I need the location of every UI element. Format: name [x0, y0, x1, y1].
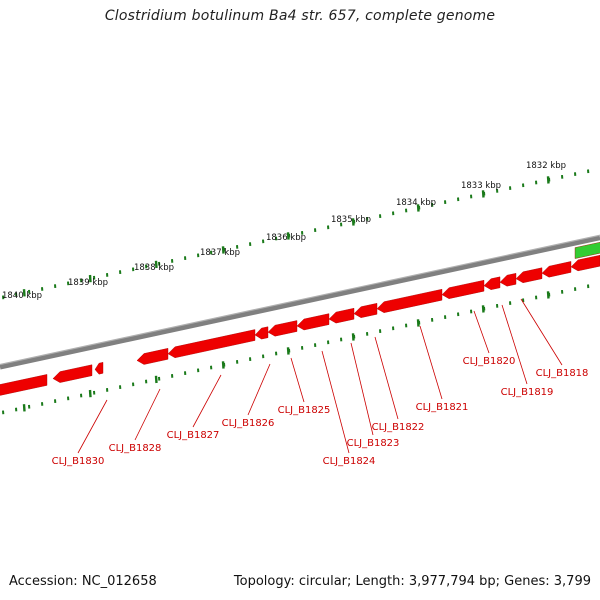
outer-major-tick [221, 246, 225, 254]
outer-major-tick [154, 260, 158, 269]
gene-arrow-reverse [296, 313, 330, 331]
inner-major-tick [286, 347, 290, 355]
gene-leader-line [77, 399, 108, 454]
gene-label: CLJ_B1821 [416, 402, 469, 413]
gene-arrow-reverse [0, 374, 48, 396]
gene-arrow-reverse [541, 261, 572, 278]
inner-major-tick [546, 291, 550, 299]
gene-label: CLJ_B1827 [167, 430, 220, 441]
gene-label: CLJ_B1823 [347, 438, 400, 449]
gene-leader-line [290, 357, 305, 403]
gene-arrow-reverse [136, 348, 169, 365]
gene-label-leaders [77, 298, 563, 454]
genome-backbone [0, 234, 600, 370]
inner-major-tick [416, 319, 420, 327]
backbone-line [0, 235, 600, 370]
map-title: Clostridium botulinum Ba4 str. 657, comp… [104, 8, 496, 24]
gene-arrow-reverse [483, 276, 501, 290]
gene-leader-line [350, 342, 374, 436]
inner-major-tick [22, 404, 26, 412]
outer-major-tick [351, 218, 355, 226]
gene-arrow-reverse [499, 273, 517, 287]
gene-arrow-reverse [570, 254, 600, 272]
outer-major-tick [481, 190, 485, 198]
gene-arrow-reverse [267, 320, 298, 337]
inner-tick-ring [2, 284, 590, 415]
gene-leader-line [520, 298, 563, 366]
gene-track [0, 242, 600, 396]
gene-label: CLJ_B1825 [278, 405, 331, 416]
kbp-tick-label: 1835 kbp [331, 215, 371, 225]
gene-label: CLJ_B1828 [109, 443, 162, 454]
kbp-tick-label: 1839 kbp [68, 278, 108, 288]
gene-leader-line [501, 304, 528, 385]
inner-major-tick [221, 361, 225, 369]
gene-leader-line [374, 336, 399, 420]
kbp-tick-label: 1832 kbp [526, 161, 566, 171]
gene-arrow-reverse [52, 364, 93, 383]
outer-major-tick [546, 176, 550, 184]
kbp-tick-label: 1834 kbp [396, 198, 436, 208]
gene-arrow-reverse [94, 362, 104, 375]
gene-arrow-reverse [515, 267, 543, 284]
gene-arrow-forward [574, 242, 600, 259]
outer-major-tick [88, 274, 92, 283]
gene-arrow-reverse [254, 326, 269, 340]
kbp-tick-label: 1840 kbp [2, 291, 42, 301]
outer-major-tick [22, 289, 26, 297]
gene-arrow-reverse [353, 303, 378, 318]
gene-leader-line [321, 350, 350, 454]
gene-label: CLJ_B1830 [52, 456, 105, 467]
gene-arrow-reverse [328, 307, 355, 324]
inner-major-tick [154, 375, 158, 384]
gene-label: CLJ_B1822 [372, 422, 425, 433]
backbone-highlight [0, 234, 600, 366]
outer-tick-ring [2, 169, 590, 300]
gene-label: CLJ_B1819 [501, 387, 554, 398]
gene-label-group: CLJ_B1818 CLJ_B1819 CLJ_B1820 CLJ_B1821 CLJ_… [52, 356, 589, 467]
inner-major-tick [351, 333, 355, 341]
inner-major-tick [88, 389, 92, 398]
outer-major-tick [416, 204, 420, 212]
genome-summary-text: Topology: circular; Length: 3,977,794 bp… [233, 574, 591, 589]
gene-label: CLJ_B1818 [536, 368, 589, 379]
gene-label: CLJ_B1820 [463, 356, 516, 367]
outer-major-tick [286, 232, 290, 240]
inner-major-tick [481, 305, 485, 313]
gene-arrow-reverse [376, 288, 443, 313]
gene-arrow-reverse [441, 279, 485, 299]
gene-leader-line [419, 325, 443, 400]
gene-label: CLJ_B1824 [323, 456, 376, 467]
kbp-tick-label: 1838 kbp [134, 263, 174, 273]
gene-leader-line [247, 363, 271, 416]
gene-leader-line [192, 374, 222, 428]
gene-label: CLJ_B1826 [222, 418, 275, 429]
kbp-tick-label: 1837 kbp [200, 248, 240, 258]
kbp-label-group: 1832 kbp 1833 kbp 1834 kbp 1835 kbp 1836 kbp… [2, 161, 566, 301]
gene-arrow-reverse [167, 329, 256, 359]
accession-text: Accession: NC_012658 [9, 574, 157, 589]
kbp-tick-label: 1833 kbp [461, 181, 501, 191]
gene-leader-line [473, 310, 490, 354]
gene-leader-line [134, 388, 161, 441]
kbp-tick-label: 1836 kbp [266, 233, 306, 243]
